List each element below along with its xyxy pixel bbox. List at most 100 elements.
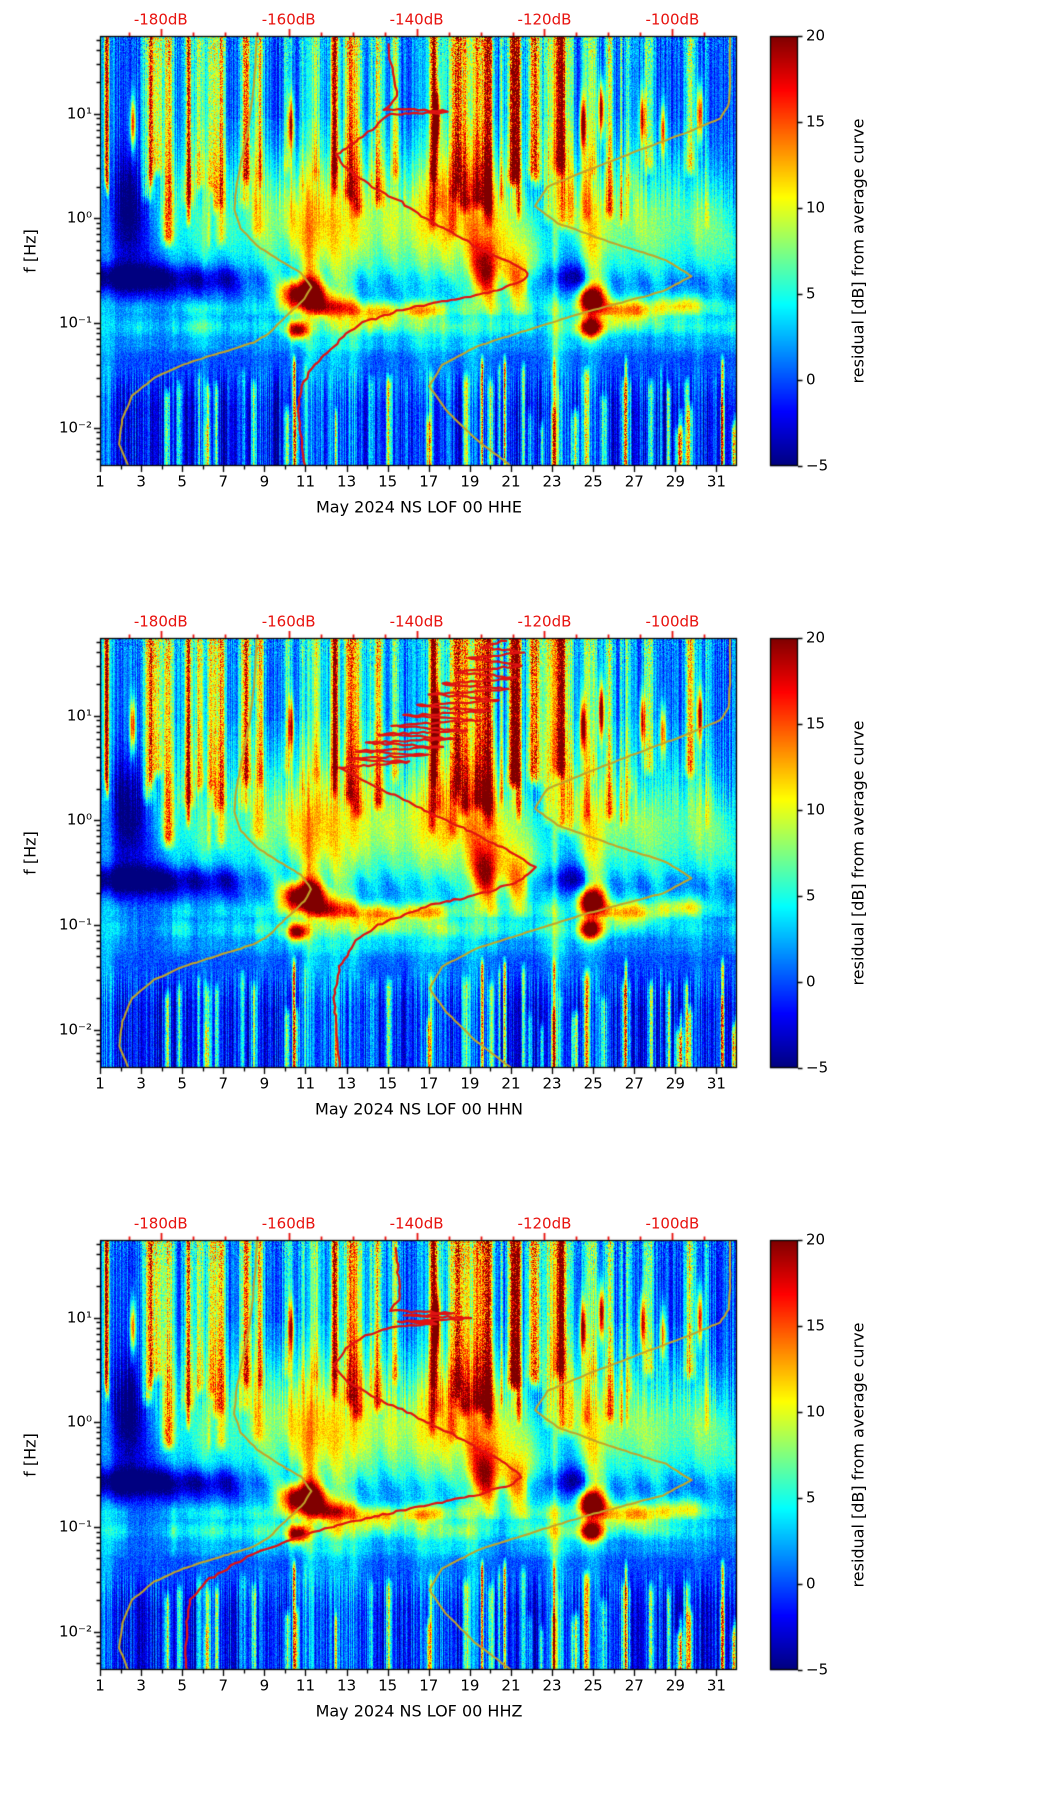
y-tick-label: 10⁰ bbox=[66, 208, 92, 227]
y-tick-label: 10⁻¹ bbox=[58, 313, 92, 332]
spectrogram-canvas-hhz bbox=[0, 1204, 1052, 1806]
x-tick-label: 15 bbox=[378, 1676, 398, 1695]
x-tick-label: 9 bbox=[259, 472, 270, 491]
top-db-label: -160dB bbox=[261, 1214, 316, 1233]
colorbar-tick-label: 20 bbox=[806, 1230, 826, 1249]
x-tick-label: 15 bbox=[378, 472, 398, 491]
x-tick-label: 25 bbox=[583, 472, 603, 491]
top-db-label: -180dB bbox=[133, 10, 188, 29]
x-tick-label: 3 bbox=[136, 1676, 146, 1695]
colorbar-tick-label: 15 bbox=[806, 112, 826, 131]
x-tick-label: 15 bbox=[378, 1074, 398, 1093]
colorbar-tick-label: 15 bbox=[806, 1316, 826, 1335]
x-tick-label: 29 bbox=[665, 1074, 685, 1093]
top-db-label: -140dB bbox=[389, 1214, 444, 1233]
top-db-label: -100dB bbox=[645, 10, 700, 29]
colorbar-label: residual [dB] from average curve bbox=[848, 1322, 868, 1588]
colorbar-tick-label: 20 bbox=[806, 628, 826, 647]
x-tick-label: 31 bbox=[706, 472, 726, 491]
x-tick-label: 1 bbox=[95, 472, 105, 491]
x-axis-title-hhe: May 2024 NS LOF 00 HHE bbox=[315, 497, 523, 517]
x-tick-label: 9 bbox=[259, 1074, 270, 1093]
x-tick-label: 29 bbox=[665, 1676, 685, 1695]
colorbar-tick-label: 5 bbox=[806, 886, 816, 905]
colorbar-tick-label: 20 bbox=[806, 26, 826, 45]
y-tick-label: 10⁻² bbox=[58, 1020, 92, 1039]
top-db-label: -100dB bbox=[645, 1214, 700, 1233]
y-tick-label: 10⁻¹ bbox=[58, 915, 92, 934]
colorbar-tick-label: −5 bbox=[806, 456, 829, 475]
top-db-label: -100dB bbox=[645, 612, 700, 631]
x-tick-label: 23 bbox=[542, 1074, 562, 1093]
x-tick-label: 31 bbox=[706, 1074, 726, 1093]
x-tick-label: 3 bbox=[136, 472, 146, 491]
x-tick-label: 11 bbox=[295, 1074, 316, 1093]
top-db-label: -180dB bbox=[133, 612, 188, 631]
y-tick-label: 10¹ bbox=[66, 706, 92, 725]
x-tick-label: 21 bbox=[501, 1074, 521, 1093]
spectrogram-panel-hhz: f [Hz] May 2024 NS LOF 00 HHZ residual [… bbox=[0, 1204, 1052, 1806]
top-db-label: -140dB bbox=[389, 10, 444, 29]
y-tick-label: 10⁻² bbox=[58, 1622, 92, 1641]
x-tick-label: 13 bbox=[337, 1676, 357, 1695]
x-tick-label: 19 bbox=[460, 1676, 480, 1695]
y-tick-label: 10⁻¹ bbox=[58, 1517, 92, 1536]
x-tick-label: 5 bbox=[177, 1074, 187, 1093]
colorbar-label: residual [dB] from average curve bbox=[848, 720, 868, 986]
x-tick-label: 17 bbox=[419, 472, 439, 491]
x-tick-label: 13 bbox=[337, 472, 357, 491]
x-tick-label: 17 bbox=[419, 1676, 439, 1695]
y-axis-label: f [Hz] bbox=[20, 1433, 40, 1477]
y-axis-label: f [Hz] bbox=[20, 229, 40, 273]
colorbar-tick-label: 5 bbox=[806, 1488, 816, 1507]
x-tick-label: 17 bbox=[419, 1074, 439, 1093]
colorbar-tick-label: −5 bbox=[806, 1660, 829, 1679]
x-tick-label: 27 bbox=[624, 1074, 644, 1093]
x-tick-label: 9 bbox=[259, 1676, 270, 1695]
colorbar-label: residual [dB] from average curve bbox=[848, 118, 868, 384]
spectrogram-panel-hhe: f [Hz] May 2024 NS LOF 00 HHE residual [… bbox=[0, 0, 1052, 602]
x-tick-label: 21 bbox=[501, 472, 521, 491]
x-tick-label: 27 bbox=[624, 1676, 644, 1695]
x-axis-title-hhn: May 2024 NS LOF 00 HHN bbox=[315, 1099, 523, 1119]
spectrogram-canvas-hhe bbox=[0, 0, 1052, 602]
colorbar-tick-label: −5 bbox=[806, 1058, 829, 1077]
x-tick-label: 23 bbox=[542, 1676, 562, 1695]
top-db-label: -120dB bbox=[517, 10, 572, 29]
colorbar-tick-label: 0 bbox=[806, 370, 816, 389]
x-tick-label: 19 bbox=[460, 1074, 480, 1093]
x-tick-label: 19 bbox=[460, 472, 480, 491]
x-tick-label: 1 bbox=[95, 1074, 105, 1093]
y-tick-label: 10¹ bbox=[66, 104, 92, 123]
y-tick-label: 10⁰ bbox=[66, 1412, 92, 1431]
x-tick-label: 11 bbox=[295, 1676, 316, 1695]
y-tick-label: 10⁻² bbox=[58, 418, 92, 437]
y-axis-label: f [Hz] bbox=[20, 831, 40, 875]
colorbar-tick-label: 10 bbox=[806, 1402, 826, 1421]
spectrogram-canvas-hhn bbox=[0, 602, 1052, 1204]
x-tick-label: 27 bbox=[624, 472, 644, 491]
x-tick-label: 31 bbox=[706, 1676, 726, 1695]
x-tick-label: 5 bbox=[177, 1676, 187, 1695]
spectrogram-panel-hhn: f [Hz] May 2024 NS LOF 00 HHN residual [… bbox=[0, 602, 1052, 1204]
colorbar-tick-label: 10 bbox=[806, 198, 826, 217]
colorbar-tick-label: 5 bbox=[806, 284, 816, 303]
x-tick-label: 11 bbox=[295, 472, 316, 491]
x-tick-label: 29 bbox=[665, 472, 685, 491]
y-tick-label: 10⁰ bbox=[66, 810, 92, 829]
y-tick-label: 10¹ bbox=[66, 1308, 92, 1327]
top-db-label: -160dB bbox=[261, 612, 316, 631]
x-tick-label: 1 bbox=[95, 1676, 105, 1695]
x-tick-label: 21 bbox=[501, 1676, 521, 1695]
top-db-label: -120dB bbox=[517, 612, 572, 631]
colorbar-tick-label: 15 bbox=[806, 714, 826, 733]
x-tick-label: 25 bbox=[583, 1676, 603, 1695]
x-tick-label: 13 bbox=[337, 1074, 357, 1093]
x-tick-label: 7 bbox=[218, 472, 229, 491]
x-axis-title-hhz: May 2024 NS LOF 00 HHZ bbox=[315, 1701, 523, 1721]
x-tick-label: 7 bbox=[218, 1074, 229, 1093]
x-tick-label: 25 bbox=[583, 1074, 603, 1093]
x-tick-label: 23 bbox=[542, 472, 562, 491]
top-db-label: -120dB bbox=[517, 1214, 572, 1233]
